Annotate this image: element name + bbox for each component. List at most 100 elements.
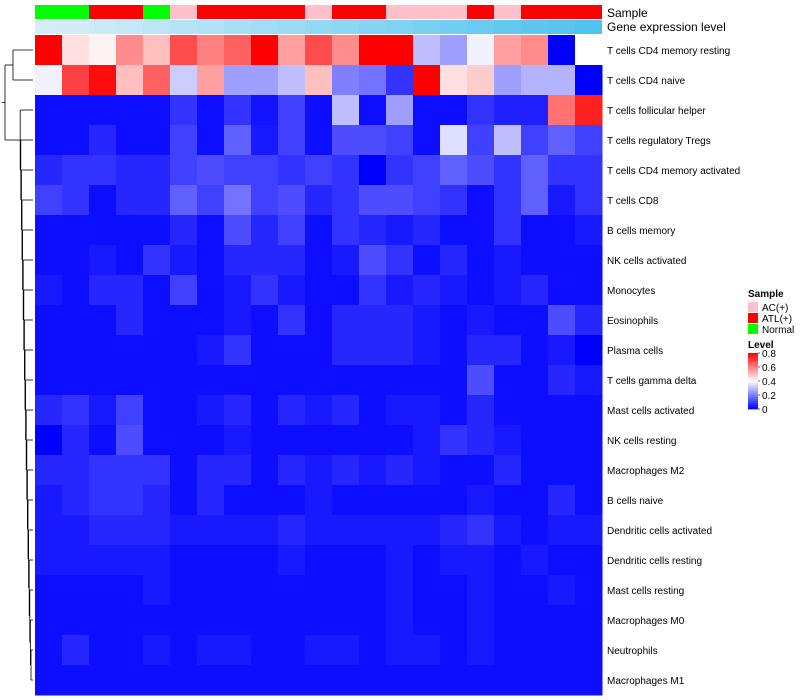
heatmap-cell — [575, 245, 603, 276]
heatmap-cell — [332, 575, 360, 606]
heatmap-cell — [494, 455, 522, 486]
heatmap-cell — [116, 395, 144, 426]
heatmap-cell — [35, 305, 63, 336]
heatmap-cell — [359, 485, 387, 516]
heatmap-cell — [332, 155, 360, 186]
heatmap-cell — [251, 635, 279, 666]
heatmap-cell — [575, 635, 603, 666]
heatmap-cell — [143, 395, 171, 426]
heatmap-cell — [35, 635, 63, 666]
heatmap-cell — [224, 155, 252, 186]
heatmap-cell — [224, 125, 252, 156]
heatmap-cell — [89, 365, 117, 396]
row-label: Eosinophils — [607, 316, 658, 327]
heatmap-cell — [548, 365, 576, 396]
heatmap-cell — [170, 515, 198, 546]
heatmap-cell — [251, 155, 279, 186]
heatmap-cell — [521, 545, 549, 576]
heatmap-cell — [89, 275, 117, 306]
heatmap-cell — [359, 95, 387, 126]
level-colorbar-segment — [748, 387, 758, 390]
heatmap-cell — [170, 305, 198, 336]
heatmap-cell — [116, 215, 144, 246]
heatmap-cell — [197, 605, 225, 636]
heatmap-cell — [251, 305, 279, 336]
heatmap-cell — [359, 575, 387, 606]
heatmap-cell — [494, 515, 522, 546]
heatmap-cell — [278, 35, 306, 66]
heatmap-cell — [575, 605, 603, 636]
sample-annotation-cell — [440, 5, 467, 19]
heatmap-cell — [386, 335, 414, 366]
level-colorbar-segment — [748, 379, 758, 382]
heatmap-cell — [305, 185, 333, 216]
gene-expression-annotation-cell — [197, 20, 224, 34]
heatmap-cell — [386, 95, 414, 126]
heatmap-cell — [467, 575, 495, 606]
heatmap-cell — [116, 305, 144, 336]
heatmap-cell — [89, 125, 117, 156]
heatmap-cell — [413, 245, 441, 276]
heatmap-cell — [440, 65, 468, 96]
heatmap-cell — [278, 335, 306, 366]
heatmap-cell — [35, 455, 63, 486]
heatmap-cell — [89, 35, 117, 66]
heatmap-cell — [413, 545, 441, 576]
heatmap-cell — [467, 545, 495, 576]
heatmap-cell — [359, 545, 387, 576]
heatmap-cell — [35, 335, 63, 366]
row-label: T cells gamma delta — [607, 376, 697, 387]
heatmap-cell — [89, 635, 117, 666]
heatmap-cell — [89, 185, 117, 216]
heatmap-cell — [494, 425, 522, 456]
heatmap-cell — [440, 245, 468, 276]
sample-annotation-cell — [575, 5, 602, 19]
heatmap-cell — [143, 515, 171, 546]
heatmap-cell — [89, 665, 117, 696]
heatmap-cell — [278, 635, 306, 666]
heatmap-cell — [386, 155, 414, 186]
heatmap-cell — [116, 575, 144, 606]
heatmap-cell — [467, 275, 495, 306]
heatmap-cell — [251, 485, 279, 516]
heatmap-cell — [278, 155, 306, 186]
heatmap-cell — [467, 95, 495, 126]
heatmap-cell — [386, 185, 414, 216]
level-colorbar-segment — [748, 401, 758, 404]
row-label: B cells memory — [607, 226, 675, 237]
heatmap-cell — [386, 545, 414, 576]
heatmap-cell — [251, 395, 279, 426]
heatmap-cell — [548, 515, 576, 546]
heatmap-cell — [305, 485, 333, 516]
heatmap-cell — [251, 335, 279, 366]
heatmap-cell — [197, 185, 225, 216]
heatmap-cell — [89, 215, 117, 246]
gene-expression-annotation-cell — [251, 20, 278, 34]
row-label: T cells CD8 — [607, 196, 659, 207]
heatmap-cell — [467, 425, 495, 456]
heatmap-cell — [332, 95, 360, 126]
heatmap-cell — [359, 35, 387, 66]
heatmap-cell — [197, 305, 225, 336]
heatmap-cell — [224, 275, 252, 306]
heatmap-cell — [197, 425, 225, 456]
heatmap-cell — [521, 395, 549, 426]
heatmap-cell — [251, 545, 279, 576]
gene-expression-annotation-cell — [386, 20, 413, 34]
heatmap-cell — [89, 455, 117, 486]
heatmap-cell — [305, 275, 333, 306]
heatmap-cell — [224, 635, 252, 666]
heatmap-cell — [170, 575, 198, 606]
heatmap-cell — [224, 335, 252, 366]
heatmap-cell — [224, 605, 252, 636]
heatmap-cell — [116, 275, 144, 306]
gene-expression-annotation-cell — [224, 20, 251, 34]
heatmap-cell — [440, 35, 468, 66]
heatmap-cell — [170, 245, 198, 276]
level-colorbar-segment — [748, 381, 758, 384]
heatmap-cell — [332, 65, 360, 96]
heatmap-cell — [332, 395, 360, 426]
heatmap-cell — [62, 125, 90, 156]
heatmap-cell — [143, 95, 171, 126]
heatmap-cell — [89, 605, 117, 636]
